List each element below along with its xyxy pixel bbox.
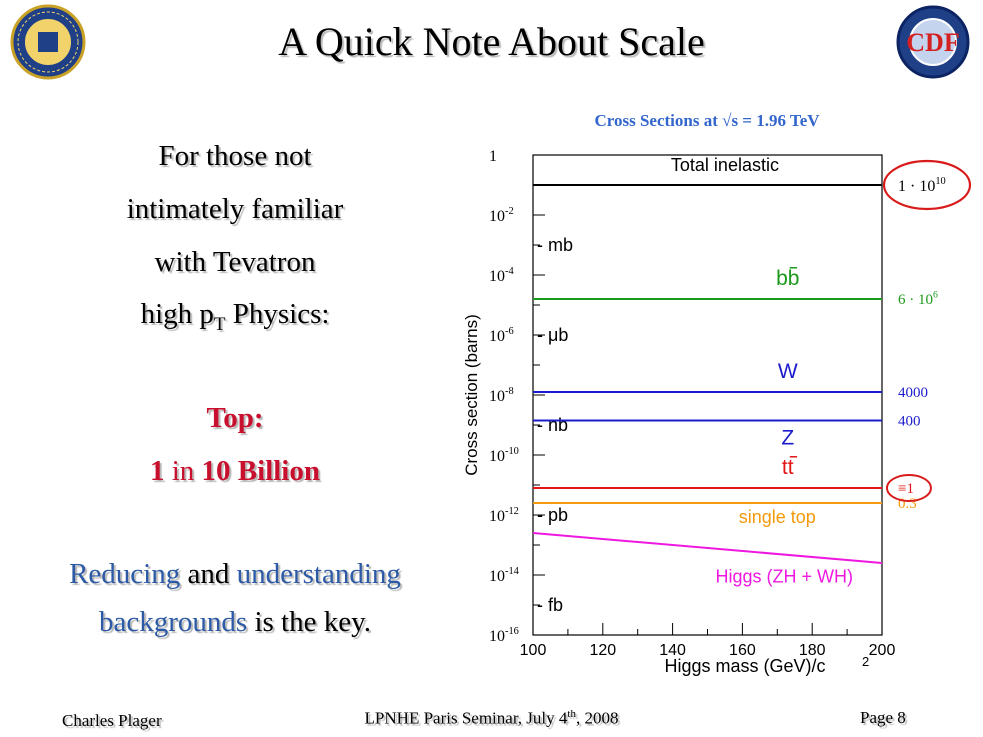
top-label: Top: [206,402,264,434]
highlight-ellipse [886,474,932,502]
unit-mark-label: - pb [537,505,568,525]
top-value-1: 1 [149,455,172,487]
y-tick-label: 10-16 [489,626,519,645]
footer-event-pre: LPNHE Paris Seminar, July 4 [364,708,568,728]
plot-frame [532,154,883,636]
series-line [532,532,883,564]
series-label: W [778,360,798,383]
intro-line-4: high pT Physics: [20,298,450,336]
highpt-pre: high p [140,298,214,330]
series-label: single top [739,507,816,527]
series-label: Z [781,427,794,450]
backgrounds-word: backgrounds [99,606,248,638]
unit-mark-label: - fb [537,595,563,615]
footer-event: LPNHE Paris Seminar, July 4th, 2008 [0,708,983,729]
top-value-in: in [171,455,195,487]
x-tick-label: 200 [869,642,896,659]
y-tick-label: 10-6 [489,326,514,345]
y-axis-label: Cross section (barns) [462,314,481,476]
top-value-billion: 10 Billion [194,455,320,487]
y-tick-label: 10-10 [489,446,519,465]
rate-label: 0.3 [898,496,917,512]
cdf-logo-text: CDF [906,28,959,57]
rate-label: 400 [898,414,921,430]
x-axis-label: Higgs mass (GeV)/c [664,656,825,676]
series-label: Total inelastic [671,155,779,175]
y-tick-label: 10-8 [489,386,514,405]
x-tick-label: 100 [520,642,547,659]
intro-line-2: intimately familiar [126,193,344,225]
university-seal-logo [10,4,86,80]
y-tick-label: 10-14 [489,566,520,585]
x-tick-label: 180 [799,642,826,659]
highlight-ellipse [882,159,972,211]
series-label: Higgs (ZH + WH) [716,567,854,587]
x-tick-label: 140 [659,642,686,659]
cdf-logo: CDF [896,5,970,79]
rate-label: 4000 [898,385,928,401]
reducing-word: Reducing [69,558,181,590]
x-tick-label: 120 [589,642,616,659]
rate-label: 6 · 106 [898,289,938,308]
footer-event-post: , 2008 [575,708,619,728]
series-label: tt [782,456,794,479]
footer-event-sup: th [567,708,576,720]
chart-title: Cross Sections at √s = 1.96 TeV [594,111,820,130]
highpt-sub: T [213,313,226,335]
intro-line-3: with Tevatron [154,246,316,278]
y-tick-label: 10-4 [489,266,514,285]
unit-mark-label: - nb [537,415,568,435]
y-tick-label: 1 [489,148,497,165]
key-phrase: is the key. [247,606,371,638]
top-value: 1 in 10 Billion [20,455,450,488]
series-label: bb [776,267,799,290]
reducing-line: Reducing and understanding [20,558,450,591]
y-tick-label: 10-12 [489,506,519,525]
unit-mark-label: - mb [537,235,573,255]
slide-title: A Quick Note About Scale [278,19,705,64]
y-tick-label: 10-2 [489,206,514,225]
x-tick-label: 160 [729,642,756,659]
footer-author: Charles Plager [62,711,162,730]
intro-line-1: For those not [158,140,312,172]
footer-page: Page 8 [860,708,906,727]
highpt-post: Physics: [225,298,330,330]
and-word: and [180,558,237,590]
backgrounds-line: backgrounds is the key. [20,606,450,639]
rate-label-total: 1 · 1010 [898,176,946,195]
x-axis-label-sup: 2 [862,654,869,669]
understanding-word: understanding [236,558,401,590]
unit-mark-label: - μb [537,325,568,345]
rate-label: ≡1 [898,481,914,497]
